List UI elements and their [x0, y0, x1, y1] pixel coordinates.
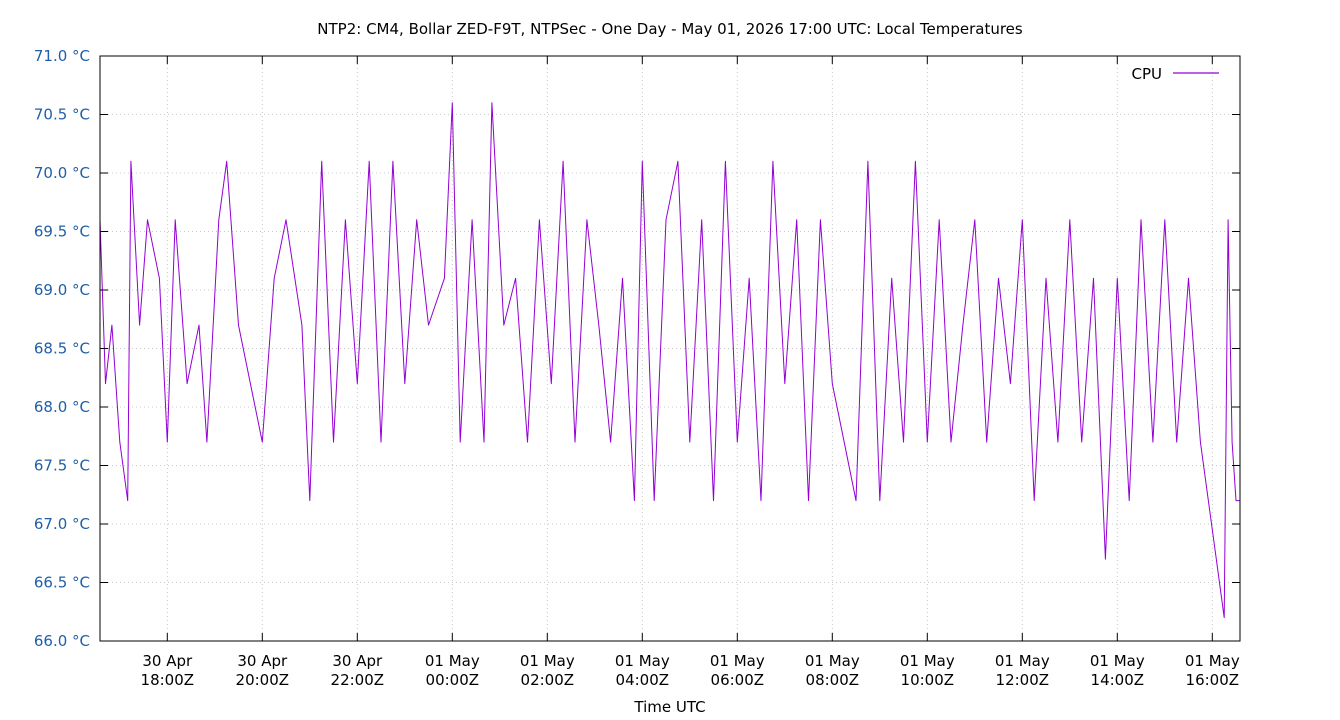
x-tick-label-date: 01 May	[520, 652, 575, 670]
x-tick-label-date: 30 Apr	[237, 652, 288, 670]
y-tick-label: 66.5 °C	[34, 574, 90, 592]
x-tick-label-date: 30 Apr	[142, 652, 193, 670]
y-axis: 66.0 °C 66.5 °C 67.0 °C 67.5 °C 68.0 °C 68.5 …	[34, 47, 1240, 650]
x-tick-label-time: 00:00Z	[426, 671, 480, 689]
y-tick-label: 69.5 °C	[34, 223, 90, 241]
x-tick-label-time: 02:00Z	[521, 671, 575, 689]
legend: CPU	[1132, 65, 1219, 83]
series-line-cpu	[99, 102, 1240, 619]
y-tick-label: 69.0 °C	[34, 281, 90, 299]
x-tick-label-date: 01 May	[900, 652, 955, 670]
x-tick-label-time: 14:00Z	[1091, 671, 1145, 689]
series-layer	[99, 102, 1240, 619]
y-tick-label: 70.5 °C	[34, 106, 90, 124]
y-tick-label: 68.5 °C	[34, 340, 90, 358]
y-tick-label: 71.0 °C	[34, 47, 90, 65]
x-tick-label-time: 06:00Z	[711, 671, 765, 689]
x-tick-label-date: 01 May	[710, 652, 765, 670]
x-tick-label-date: 01 May	[615, 652, 670, 670]
x-tick-label-time: 18:00Z	[141, 671, 195, 689]
x-tick-label-date: 01 May	[995, 652, 1050, 670]
y-tick-label: 67.0 °C	[34, 515, 90, 533]
y-tick-label: 68.0 °C	[34, 398, 90, 416]
x-axis-label: Time UTC	[633, 698, 705, 716]
x-tick-label-date: 01 May	[425, 652, 480, 670]
x-tick-label-date: 30 Apr	[332, 652, 383, 670]
grid	[100, 56, 1240, 641]
x-tick-label-date: 01 May	[805, 652, 860, 670]
x-tick-label-date: 01 May	[1090, 652, 1145, 670]
y-tick-label: 70.0 °C	[34, 164, 90, 182]
x-tick-label-time: 10:00Z	[901, 671, 955, 689]
y-tick-label: 67.5 °C	[34, 457, 90, 475]
x-tick-label-time: 22:00Z	[331, 671, 385, 689]
chart-title: NTP2: CM4, Bollar ZED-F9T, NTPSec - One …	[317, 20, 1023, 38]
x-tick-label-time: 12:00Z	[996, 671, 1050, 689]
y-tick-label: 66.0 °C	[34, 632, 90, 650]
x-tick-label-date: 01 May	[1185, 652, 1240, 670]
x-tick-label-time: 20:00Z	[236, 671, 290, 689]
legend-label-cpu: CPU	[1132, 65, 1163, 83]
x-tick-label-time: 04:00Z	[616, 671, 670, 689]
x-tick-label-time: 16:00Z	[1186, 671, 1240, 689]
x-tick-label-time: 08:00Z	[806, 671, 860, 689]
